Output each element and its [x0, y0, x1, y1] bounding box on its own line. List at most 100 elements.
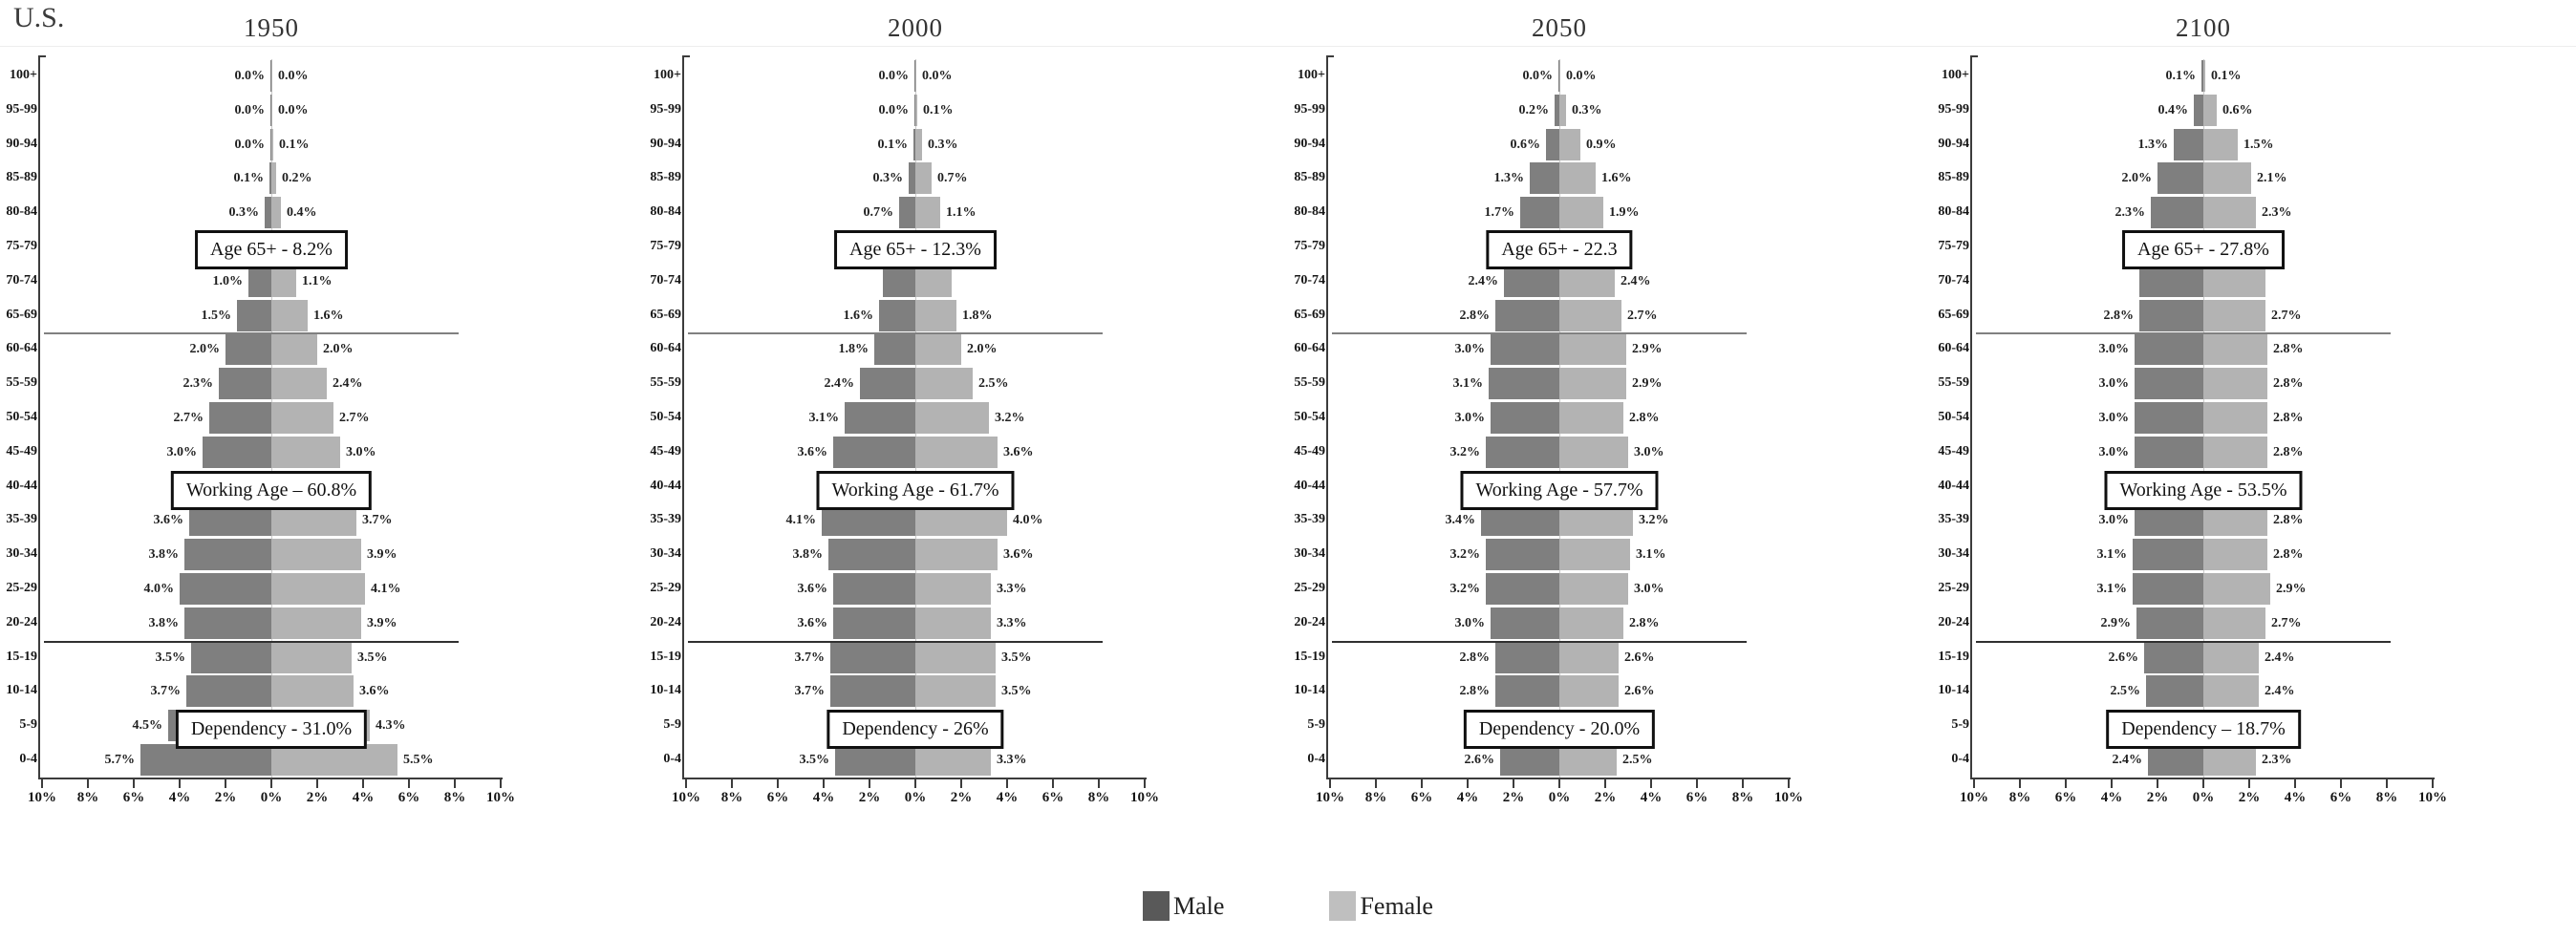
female-value-label: 1.1% — [946, 205, 977, 221]
female-value-label: 3.2% — [995, 411, 1025, 425]
female-bar — [915, 128, 922, 160]
male-value-label: 3.0% — [166, 444, 198, 459]
age-group-label: 0-4 — [1951, 752, 1969, 766]
male-value-label: 3.6% — [797, 582, 828, 596]
male-bar — [2139, 265, 2203, 297]
male-bar — [265, 197, 271, 229]
x-axis-tick-label: 8% — [1364, 790, 1387, 805]
age-group-label: 95-99 — [1294, 101, 1325, 117]
female-bar — [1559, 333, 1626, 366]
legend-item-male: Male — [1143, 891, 1224, 921]
male-bar — [879, 299, 915, 331]
female-bar — [1559, 265, 1615, 297]
x-axis-tick — [1052, 779, 1054, 788]
male-bar — [833, 607, 915, 639]
separator-age65-line — [1332, 332, 1747, 334]
x-axis-tick-label: 10% — [486, 790, 515, 805]
x-axis-tick — [1375, 779, 1377, 788]
x-axis-tick — [731, 779, 733, 788]
female-bar — [271, 436, 340, 468]
male-bar — [874, 333, 915, 366]
age-group-label: 100+ — [654, 68, 681, 82]
male-bar — [180, 573, 271, 605]
female-value-label: 2.6% — [1624, 684, 1655, 699]
male-bar — [2144, 641, 2203, 673]
male-bar — [2136, 607, 2203, 639]
female-value-label: 3.0% — [1634, 582, 1664, 596]
male-value-label: 3.2% — [1449, 582, 1481, 596]
male-bar — [1491, 333, 1559, 366]
male-value-label: 3.0% — [1454, 615, 1486, 630]
pyramid-chart-1950: 1950 100+ 0.0% 0.0% 95-99 0.0% 0.0% 90-94 0.0% 0.… — [0, 0, 644, 869]
male-value-label: 3.0% — [1454, 342, 1486, 357]
x-axis-tick — [2386, 779, 2388, 788]
female-value-label: 2.5% — [978, 376, 1009, 392]
female-bar — [2203, 641, 2259, 673]
female-value-label: 2.4% — [2265, 684, 2295, 699]
age-group-label: 70-74 — [6, 272, 37, 288]
age-group-label: 25-29 — [650, 581, 681, 595]
x-axis-tick-label: 2% — [306, 790, 329, 805]
x-axis-tick — [2202, 779, 2204, 788]
age-group-label: 40-44 — [650, 478, 681, 493]
male-value-label: 3.7% — [150, 684, 182, 699]
female-value-label: 1.5% — [2243, 137, 2274, 152]
chart-title: 2000 — [888, 13, 943, 42]
female-bar — [2203, 128, 2238, 160]
x-axis-tick — [2111, 779, 2113, 788]
female-bar — [915, 539, 998, 571]
separator-age65-line — [688, 332, 1103, 334]
x-axis-tick — [777, 779, 779, 788]
male-bar — [914, 60, 915, 92]
x-axis-tick — [270, 779, 272, 788]
separator-age65-line — [1976, 332, 2391, 334]
female-bar — [1559, 744, 1617, 776]
x-axis-tick-label: 4% — [996, 790, 1019, 805]
x-axis-tick-label: 8% — [2375, 790, 2398, 805]
male-value-label: 3.1% — [808, 411, 840, 425]
male-bar — [1491, 402, 1559, 434]
annotation-age65: Age 65+ - 27.8% — [2122, 230, 2285, 269]
annotation-age65: Age 65+ - 22.3 — [1486, 230, 1633, 269]
male-value-label: 2.8% — [1459, 650, 1491, 665]
female-bar — [1559, 162, 1596, 195]
male-bar — [1495, 641, 1559, 673]
x-axis-tick — [1788, 779, 1790, 788]
annotation-working_age: Working Age - 57.7% — [1460, 471, 1659, 510]
female-bar — [1559, 641, 1619, 673]
male-bar — [225, 333, 271, 366]
x-axis-tick — [1467, 779, 1469, 788]
female-value-label: 2.7% — [2271, 308, 2302, 323]
x-axis-tick — [1650, 779, 1652, 788]
female-bar — [2203, 675, 2259, 708]
female-bar — [271, 539, 361, 571]
male-bar — [845, 402, 915, 434]
female-bar — [271, 333, 317, 366]
male-bar — [899, 197, 915, 229]
top-divider-line — [0, 46, 2576, 47]
female-bar — [2203, 744, 2256, 776]
male-bar — [1495, 299, 1559, 331]
x-axis-tick-label: 2% — [2238, 790, 2261, 805]
male-bar — [833, 573, 915, 605]
male-value-label: 3.0% — [2098, 376, 2130, 392]
male-bar — [1491, 607, 1559, 639]
female-value-label: 2.8% — [2273, 444, 2304, 459]
male-bar — [2135, 402, 2203, 434]
female-bar — [2203, 402, 2267, 434]
female-bar — [1559, 402, 1623, 434]
x-axis-tick-label: 8% — [1731, 790, 1754, 805]
age-group-label: 40-44 — [6, 478, 37, 493]
x-axis-tick — [2019, 779, 2021, 788]
male-bar — [1486, 436, 1559, 468]
x-axis-line — [1326, 778, 1791, 779]
male-bar — [203, 436, 271, 468]
x-axis-tick-label: 6% — [1685, 790, 1708, 805]
female-bar — [1559, 539, 1630, 571]
female-value-label: 2.4% — [1621, 273, 1651, 288]
male-bar — [2201, 60, 2203, 92]
separator-working-age-line — [688, 641, 1103, 643]
female-bar — [2203, 94, 2217, 126]
female-value-label: 2.8% — [2273, 411, 2304, 425]
